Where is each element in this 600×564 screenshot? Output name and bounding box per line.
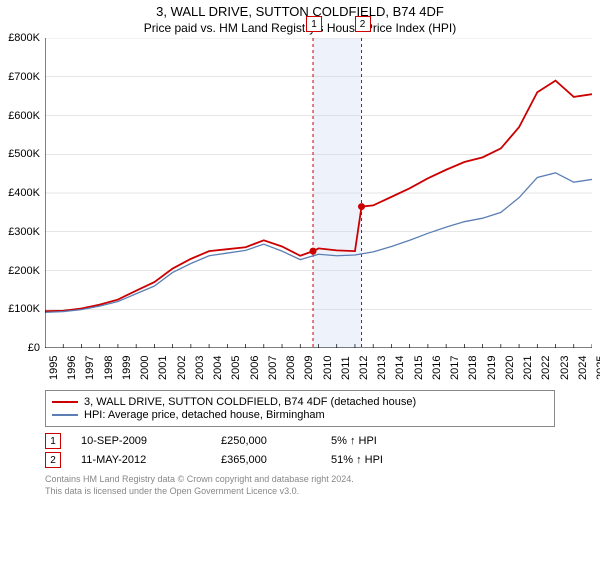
ytick-label: £800K (0, 32, 40, 44)
event-price: £250,000 (221, 435, 331, 447)
ytick-label: £200K (0, 265, 40, 277)
legend-swatch (52, 401, 78, 403)
ytick-label: £400K (0, 187, 40, 199)
attribution-line: Contains HM Land Registry data © Crown c… (45, 474, 555, 486)
legend-item: HPI: Average price, detached house, Birm… (52, 409, 548, 421)
xtick-label: 1996 (66, 356, 78, 380)
ytick-label: £500K (0, 148, 40, 160)
legend-label: HPI: Average price, detached house, Birm… (84, 409, 325, 421)
ytick-label: £100K (0, 303, 40, 315)
xtick-label: 2020 (504, 356, 516, 380)
xtick-label: 2011 (340, 356, 352, 380)
xtick-label: 1998 (103, 356, 115, 380)
xtick-label: 2008 (285, 356, 297, 380)
ytick-label: £700K (0, 71, 40, 83)
xtick-label: 2022 (540, 356, 552, 380)
xtick-label: 2024 (577, 356, 589, 380)
xtick-label: 2016 (431, 356, 443, 380)
xtick-label: 1995 (48, 356, 60, 380)
xtick-label: 2025 (595, 356, 600, 380)
xtick-label: 2001 (157, 356, 169, 380)
legend-swatch (52, 414, 78, 416)
event-date: 10-SEP-2009 (81, 435, 221, 447)
attribution-line: This data is licensed under the Open Gov… (45, 486, 555, 498)
event-pct: 51% ↑ HPI (331, 454, 383, 466)
chart: £0£100K£200K£300K£400K£500K£600K£700K£80… (45, 38, 592, 348)
xtick-label: 2009 (303, 356, 315, 380)
ytick-label: £300K (0, 226, 40, 238)
xtick-label: 2018 (467, 356, 479, 380)
xtick-label: 2021 (522, 356, 534, 380)
event-badge: 1 (306, 16, 322, 32)
event-row: 1 10-SEP-2009£250,0005% ↑ HPI (45, 433, 555, 449)
xtick-label: 2000 (139, 356, 151, 380)
event-badge: 2 (355, 16, 371, 32)
xtick-label: 2005 (230, 356, 242, 380)
xtick-label: 2006 (249, 356, 261, 380)
xtick-label: 1997 (84, 356, 96, 380)
chart-svg (45, 38, 592, 348)
attribution: Contains HM Land Registry data © Crown c… (45, 474, 555, 497)
xtick-label: 2023 (559, 356, 571, 380)
xtick-label: 2012 (358, 356, 370, 380)
event-date: 11-MAY-2012 (81, 454, 221, 466)
event-price: £365,000 (221, 454, 331, 466)
legend-item: 3, WALL DRIVE, SUTTON COLDFIELD, B74 4DF… (52, 396, 548, 408)
xtick-label: 2017 (449, 356, 461, 380)
legend-label: 3, WALL DRIVE, SUTTON COLDFIELD, B74 4DF… (84, 396, 416, 408)
subtitle: Price paid vs. HM Land Registry's House … (0, 21, 600, 35)
xtick-label: 1999 (121, 356, 133, 380)
event-pct: 5% ↑ HPI (331, 435, 377, 447)
event-row: 2 11-MAY-2012£365,00051% ↑ HPI (45, 452, 555, 468)
xtick-label: 2014 (394, 356, 406, 380)
xtick-label: 2007 (267, 356, 279, 380)
xtick-label: 2003 (194, 356, 206, 380)
event-table: 1 10-SEP-2009£250,0005% ↑ HPI 2 11-MAY-2012… (45, 433, 555, 468)
page-title: 3, WALL DRIVE, SUTTON COLDFIELD, B74 4DF (0, 4, 600, 19)
ytick-label: £600K (0, 110, 40, 122)
x-axis-ticks: 1995 1996 1997 1998 1999 2000 2001 2002 2003 2004… (45, 348, 592, 386)
xtick-label: 2019 (486, 356, 498, 380)
xtick-label: 2015 (413, 356, 425, 380)
xtick-label: 2010 (322, 356, 334, 380)
xtick-label: 2002 (176, 356, 188, 380)
xtick-label: 2004 (212, 356, 224, 380)
event-badge: 1 (45, 433, 61, 449)
event-badge: 2 (45, 452, 61, 468)
xtick-label: 2013 (376, 356, 388, 380)
legend: 3, WALL DRIVE, SUTTON COLDFIELD, B74 4DF… (45, 390, 555, 427)
ytick-label: £0 (0, 342, 40, 354)
